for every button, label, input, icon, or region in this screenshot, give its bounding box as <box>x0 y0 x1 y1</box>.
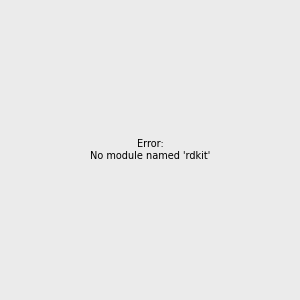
Text: Error:
No module named 'rdkit': Error: No module named 'rdkit' <box>90 139 210 161</box>
